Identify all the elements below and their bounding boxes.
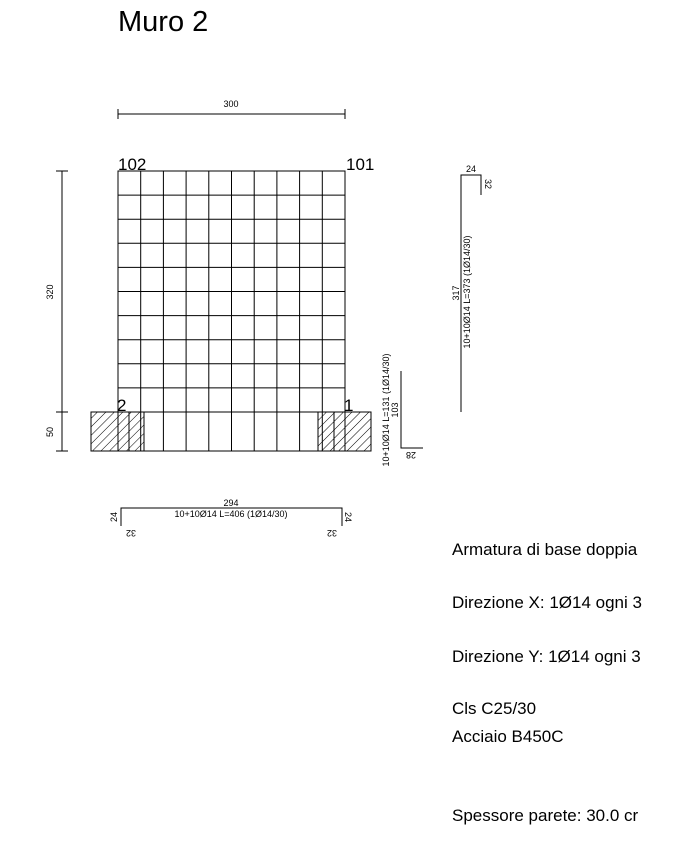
bar-bottom-right-hook: 32 xyxy=(327,528,337,538)
bar-bottom-length: 294 xyxy=(223,498,238,508)
grid-vertical-bars xyxy=(140,171,323,451)
height-label: 320 xyxy=(45,284,55,299)
bar-shape-vertical: 103 10+10Ø14 L=131 (1Ø14/30) 28 xyxy=(381,353,423,467)
bar-bottom-left-leg: 24 xyxy=(109,512,119,522)
bar-vertical-hook: 28 xyxy=(406,450,416,460)
bar-shape-wall: 24 32 317 10+10Ø14 L=373 (1Ø14/30) xyxy=(451,164,493,412)
width-dimension: 300 xyxy=(117,99,346,119)
bar-vertical-length: 103 xyxy=(390,402,400,417)
bar-vertical-label: 10+10Ø14 L=131 (1Ø14/30) xyxy=(381,353,391,466)
footing-left xyxy=(90,411,145,452)
bar-right-hook: 32 xyxy=(483,179,493,189)
node-label-2: 2 xyxy=(117,396,126,415)
bar-right-label: 10+10Ø14 L=373 (1Ø14/30) xyxy=(462,235,472,348)
drawing-title: Muro 2 xyxy=(118,6,209,38)
note-wall-thickness: Spessore parete: 30.0 cr xyxy=(452,806,639,825)
note-steel-class: Acciaio B450C xyxy=(452,727,564,746)
height-dimension: 320 50 xyxy=(45,170,68,452)
bar-bottom-left-hook: 32 xyxy=(126,528,136,538)
bar-right-length: 317 xyxy=(451,285,461,300)
node-label-102: 102 xyxy=(118,155,146,174)
bar-bottom-label: 10+10Ø14 L=406 (1Ø14/30) xyxy=(174,509,287,519)
note-direction-y: Direzione Y: 1Ø14 ogni 3 xyxy=(452,647,641,666)
bar-shape-bottom: 294 10+10Ø14 L=406 (1Ø14/30) 24 24 32 32 xyxy=(109,498,353,538)
note-concrete-class: Cls C25/30 xyxy=(452,699,537,718)
bar-bottom-right-leg: 24 xyxy=(343,512,353,522)
bar-right-top: 24 xyxy=(466,164,476,174)
width-label: 300 xyxy=(223,99,238,109)
grid-horizontal-bars xyxy=(118,194,345,413)
footing-height-label: 50 xyxy=(45,427,55,437)
note-base-reinforcement: Armatura di base doppia xyxy=(452,540,638,559)
node-label-1: 1 xyxy=(344,396,353,415)
footing-right xyxy=(317,411,372,452)
rebar-grid xyxy=(117,170,346,452)
node-label-101: 101 xyxy=(346,155,374,174)
note-direction-x: Direzione X: 1Ø14 ogni 3 xyxy=(452,593,642,612)
